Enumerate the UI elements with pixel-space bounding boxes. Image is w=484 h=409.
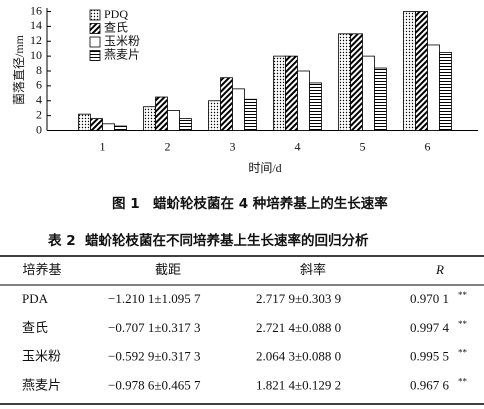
bar — [297, 70, 310, 131]
table-cell-sig: ** — [458, 348, 468, 358]
table-cell: −1.210 1±1.095 7 — [108, 291, 201, 306]
figure-label: 图 1 — [112, 196, 140, 212]
table-cell: −0.592 9±0.317 3 — [108, 349, 200, 364]
y-tick-label: 6 — [36, 78, 42, 92]
bar — [232, 88, 245, 131]
y-tick-label: 10 — [30, 48, 42, 62]
table-cell: PDA — [22, 291, 49, 306]
bar — [167, 110, 180, 131]
table-cell: 0.967 6 — [410, 377, 450, 392]
y-tick-label: 2 — [36, 107, 42, 121]
table-cell: 2.721 4±0.088 0 — [256, 320, 341, 335]
bar — [208, 100, 221, 131]
table-header: 培养基 — [22, 262, 61, 277]
legend-label: PDQ — [104, 7, 128, 21]
x-tick-label: 6 — [425, 139, 431, 153]
y-tick-label: 4 — [36, 93, 42, 107]
table-header: R — [435, 262, 444, 277]
x-tick-label: 4 — [295, 139, 301, 153]
y-tick-label: 14 — [30, 18, 42, 32]
bar — [155, 96, 168, 131]
y-tick-label: 8 — [36, 63, 42, 77]
table-cell: −0.707 1±0.317 3 — [108, 320, 200, 335]
table-cell: 玉米粉 — [22, 349, 61, 364]
bar — [362, 55, 375, 131]
table-header: 斜率 — [300, 262, 326, 277]
bar — [220, 77, 233, 131]
table-cell: 查氏 — [22, 320, 48, 335]
bar — [273, 55, 286, 131]
bar — [114, 125, 127, 131]
table-title: 蜡蚧轮枝菌在不同培养基上生长速率的回归分析 — [85, 232, 369, 249]
table-header: 截距 — [155, 262, 181, 277]
x-axis-label: 时间/d — [248, 161, 281, 175]
bar — [179, 118, 192, 131]
bar — [78, 113, 91, 131]
table-cell: 0.970 1 — [410, 291, 449, 306]
legend-swatch — [89, 50, 101, 61]
y-tick-label: 12 — [30, 33, 42, 47]
table-cell: 2.717 9±0.303 9 — [256, 291, 341, 306]
bar — [374, 67, 387, 131]
table-cell: −0.978 6±0.465 7 — [108, 377, 201, 392]
bar — [309, 82, 322, 131]
y-tick-label: 16 — [30, 3, 42, 17]
x-tick-label: 5 — [360, 139, 366, 153]
legend-swatch — [89, 23, 101, 34]
table-cell-sig: ** — [458, 319, 468, 329]
table-cell: 2.064 3±0.088 0 — [256, 349, 341, 364]
bar — [403, 11, 416, 131]
table-cell: 燕麦片 — [22, 377, 61, 392]
bar — [244, 98, 257, 131]
bar — [90, 118, 103, 131]
legend-label: 玉米粉 — [104, 34, 140, 48]
table-cell-sig: ** — [458, 290, 468, 300]
y-axis-label: 菌落直径/mm — [12, 34, 26, 105]
bar — [143, 106, 156, 131]
bar — [427, 44, 440, 131]
table-cell: 0.995 5 — [410, 349, 449, 364]
x-tick-label: 1 — [100, 139, 106, 153]
y-tick-label: 0 — [36, 122, 42, 136]
bar — [102, 123, 115, 131]
table-label: 表 2 — [48, 232, 76, 249]
bar — [350, 33, 363, 131]
legend-label: 查氏 — [104, 20, 128, 34]
bar — [415, 11, 428, 131]
table-cell: 0.997 4 — [410, 320, 450, 335]
bar — [285, 55, 298, 131]
x-tick-label: 2 — [165, 139, 171, 153]
legend-swatch — [89, 36, 101, 48]
x-tick-label: 3 — [230, 139, 236, 153]
figure-caption: 蜡蚧轮枝菌在 4 种培养基上的生长速率 — [153, 195, 388, 212]
bar — [439, 52, 452, 131]
bar — [338, 33, 351, 131]
table-cell-sig: ** — [458, 376, 468, 386]
legend-swatch — [89, 9, 101, 21]
legend-label: 燕麦片 — [104, 47, 140, 61]
table-cell: 1.821 4±0.129 2 — [256, 377, 341, 392]
